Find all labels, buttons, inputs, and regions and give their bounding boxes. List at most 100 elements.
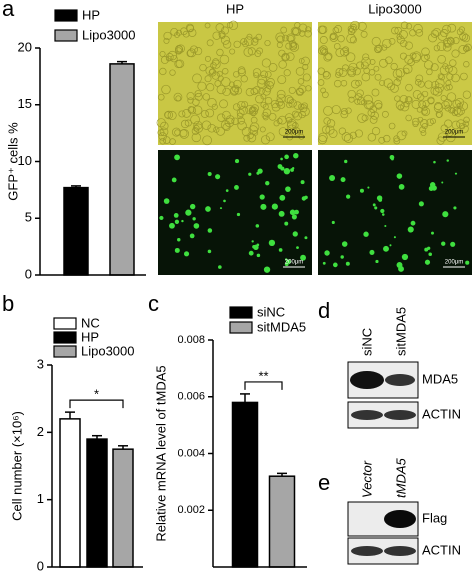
cell: [317, 135, 327, 145]
cell: [217, 113, 226, 122]
cell: [427, 96, 435, 104]
gfp-cell: [257, 168, 263, 174]
gfp-cell: [285, 186, 291, 192]
cell: [330, 33, 337, 40]
cell: [287, 124, 297, 134]
band: [351, 410, 383, 420]
cell: [442, 38, 453, 48]
cell: [187, 48, 197, 58]
gfp-cell: [367, 186, 370, 189]
cell: [233, 71, 240, 78]
cell: [332, 27, 340, 34]
cell: [407, 58, 415, 66]
gfp-cell: [408, 230, 411, 233]
cell: [264, 96, 273, 105]
gfp-cell: [278, 210, 285, 217]
gfp-cell: [260, 203, 267, 210]
legend-label: HP: [82, 7, 100, 22]
gfp-cell: [363, 231, 369, 237]
gfp-cell: [345, 261, 350, 266]
gfp-cell: [285, 258, 288, 261]
band-label: Flag: [422, 510, 447, 525]
legend-label: sitMDA5: [257, 319, 306, 334]
cell: [237, 68, 246, 77]
cell: [390, 84, 399, 93]
cell: [354, 129, 363, 138]
gfp-cell: [181, 219, 184, 223]
gfp-cell: [428, 252, 432, 257]
cell: [412, 90, 422, 99]
cell: [317, 67, 325, 75]
cell: [199, 63, 207, 72]
cell: [371, 88, 380, 97]
cell: [204, 22, 211, 29]
cell: [206, 39, 214, 47]
cell: [385, 56, 393, 65]
cell: [437, 55, 446, 64]
cell: [345, 107, 352, 114]
cell: [287, 35, 295, 43]
gfp-cell: [215, 174, 221, 180]
gfp-cell: [396, 173, 403, 179]
cell: [349, 36, 357, 44]
cell: [179, 129, 190, 139]
cell: [250, 116, 258, 124]
cell: [455, 97, 465, 107]
cell: [216, 84, 226, 95]
cell: [452, 99, 462, 109]
gfp-cell: [268, 239, 276, 247]
cell: [405, 83, 413, 92]
gfp-cell: [278, 248, 283, 252]
cell: [403, 67, 410, 75]
significance-label: **: [258, 368, 268, 383]
cell: [321, 125, 331, 134]
gfp-cell: [189, 233, 195, 239]
cell: [426, 68, 433, 76]
gfp-cell: [284, 221, 289, 226]
gfp-cell: [381, 213, 385, 216]
gfp-cell: [183, 251, 190, 257]
gfp-cell: [171, 177, 177, 183]
gfp-cell: [341, 241, 348, 247]
cell: [265, 71, 272, 78]
cell: [334, 79, 342, 88]
cell: [412, 117, 420, 126]
cell: [368, 69, 376, 76]
cell: [161, 84, 171, 95]
cell: [367, 133, 377, 142]
cell: [222, 40, 232, 49]
cell: [276, 118, 283, 124]
cell: [446, 92, 457, 102]
gfp-cell: [248, 250, 254, 256]
cell: [421, 47, 430, 56]
gfp-cell: [398, 183, 405, 190]
cell: [282, 34, 289, 42]
cell: [251, 104, 259, 113]
cell: [371, 127, 381, 136]
cell: [204, 75, 212, 83]
cell: [160, 121, 169, 131]
cell: [415, 74, 424, 83]
lane-label: sitMDA5: [393, 307, 408, 356]
cell: [461, 34, 470, 43]
bar: [59, 418, 81, 568]
cell: [340, 47, 350, 57]
band: [350, 371, 384, 389]
gfp-cell: [256, 253, 261, 258]
cell: [430, 63, 439, 72]
cell: [360, 61, 369, 70]
cell: [447, 37, 455, 46]
cell: [446, 129, 454, 137]
cell: [436, 136, 445, 145]
blot-e: Vector tMDA5 Flag ACTIN: [347, 458, 461, 565]
cell: [464, 43, 472, 52]
legend-swatch: [229, 321, 253, 334]
cell: [220, 120, 231, 130]
cell: [388, 38, 396, 45]
gfp-cell: [159, 215, 164, 221]
y-tick-label: 15: [18, 96, 32, 111]
cell: [379, 58, 388, 68]
cell: [221, 77, 231, 87]
cell: [270, 99, 280, 109]
cell: [301, 56, 310, 66]
